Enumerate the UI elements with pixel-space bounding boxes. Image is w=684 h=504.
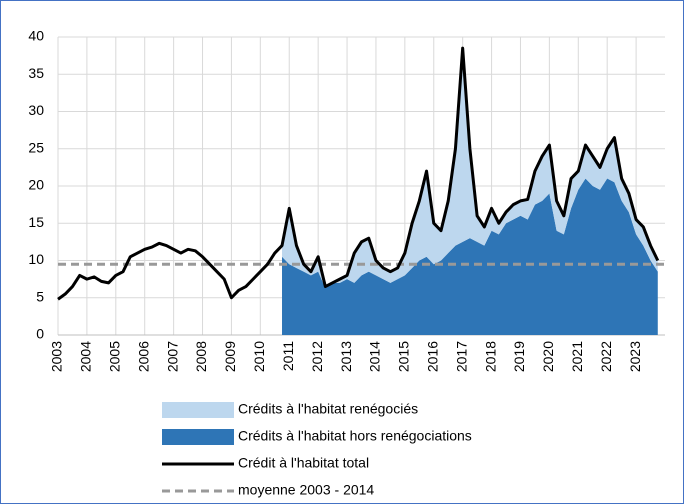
y-tick-label: 20 bbox=[28, 177, 44, 193]
x-tick-label: 2021 bbox=[569, 341, 585, 372]
x-tick-label: 2004 bbox=[78, 341, 94, 372]
x-tick-label: 2019 bbox=[511, 341, 527, 372]
x-tick-label: 2015 bbox=[396, 341, 412, 372]
x-tick-label: 2022 bbox=[598, 341, 614, 372]
x-tick-label: 2018 bbox=[482, 341, 498, 372]
x-tick-label: 2011 bbox=[280, 341, 296, 371]
x-tick-label: 2003 bbox=[49, 341, 65, 372]
x-tick-label: 2023 bbox=[627, 341, 643, 372]
y-tick-label: 10 bbox=[28, 251, 44, 267]
y-tick-label: 5 bbox=[36, 288, 44, 304]
x-tick-label: 2007 bbox=[164, 341, 180, 372]
legend-swatch bbox=[162, 402, 234, 418]
legend-swatch bbox=[162, 429, 234, 445]
legend-label: Crédit à l'habitat total bbox=[238, 455, 369, 471]
y-tick-label: 40 bbox=[28, 28, 44, 44]
area bbox=[282, 48, 658, 289]
x-tick-label: 2014 bbox=[367, 341, 383, 372]
y-tick-label: 30 bbox=[28, 102, 44, 118]
x-tick-label: 2013 bbox=[338, 341, 354, 372]
x-tick-label: 2005 bbox=[107, 341, 123, 372]
x-tick-label: 2017 bbox=[453, 341, 469, 372]
legend-label: Crédits à l'habitat hors renégociations bbox=[238, 428, 472, 444]
x-tick-label: 2009 bbox=[222, 341, 238, 372]
y-tick-label: 35 bbox=[28, 65, 44, 81]
legend-label: Crédits à l'habitat renégociés bbox=[238, 401, 418, 417]
y-tick-label: 25 bbox=[28, 139, 44, 155]
x-tick-label: 2006 bbox=[135, 341, 151, 372]
x-tick-label: 2010 bbox=[251, 341, 267, 372]
y-tick-label: 15 bbox=[28, 214, 44, 230]
y-tick-label: 0 bbox=[36, 326, 44, 342]
x-tick-label: 2012 bbox=[309, 341, 325, 372]
legend-label: moyenne 2003 - 2014 bbox=[238, 482, 374, 498]
x-tick-label: 2008 bbox=[193, 341, 209, 372]
area bbox=[282, 178, 658, 335]
x-tick-label: 2020 bbox=[540, 341, 556, 372]
x-tick-label: 2016 bbox=[424, 341, 440, 372]
line bbox=[57, 46, 660, 301]
